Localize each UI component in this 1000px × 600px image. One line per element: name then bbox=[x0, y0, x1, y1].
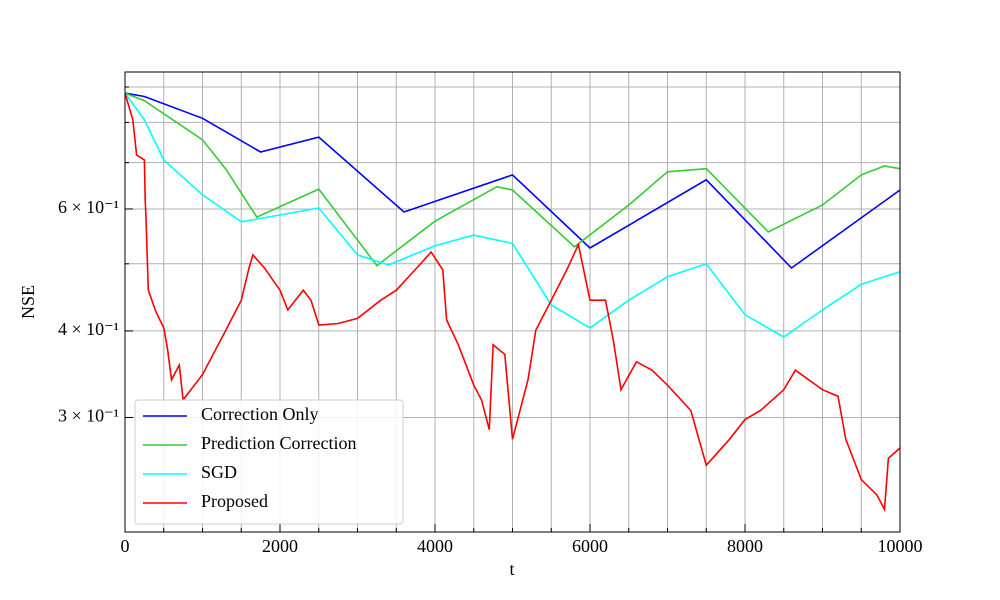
x-tick-label: 4000 bbox=[417, 536, 453, 556]
plot-frame bbox=[124, 71, 901, 533]
x-tick-label: 0 bbox=[121, 536, 130, 556]
x-tick-label: 6000 bbox=[572, 536, 608, 556]
legend-label: Correction Only bbox=[201, 404, 318, 424]
y-tick-label: 3 × 10⁻¹ bbox=[58, 406, 119, 426]
series-line bbox=[125, 92, 900, 270]
y-tick-label: 6 × 10⁻¹ bbox=[58, 197, 119, 217]
series-line bbox=[125, 92, 900, 267]
x-axis-label: t bbox=[509, 559, 514, 579]
series-line bbox=[125, 92, 900, 513]
x-tick-label: 2000 bbox=[262, 536, 298, 556]
series-line bbox=[125, 92, 900, 338]
x-tick-label: 8000 bbox=[727, 536, 763, 556]
legend-label: SGD bbox=[201, 462, 237, 482]
y-axis-label: NSE bbox=[18, 285, 38, 319]
y-tick-label: 4 × 10⁻¹ bbox=[58, 319, 119, 339]
legend-label: Prediction Correction bbox=[201, 433, 356, 453]
legend-label: Proposed bbox=[201, 491, 268, 511]
x-tick-label: 10000 bbox=[878, 536, 923, 556]
legend-box bbox=[134, 399, 404, 525]
